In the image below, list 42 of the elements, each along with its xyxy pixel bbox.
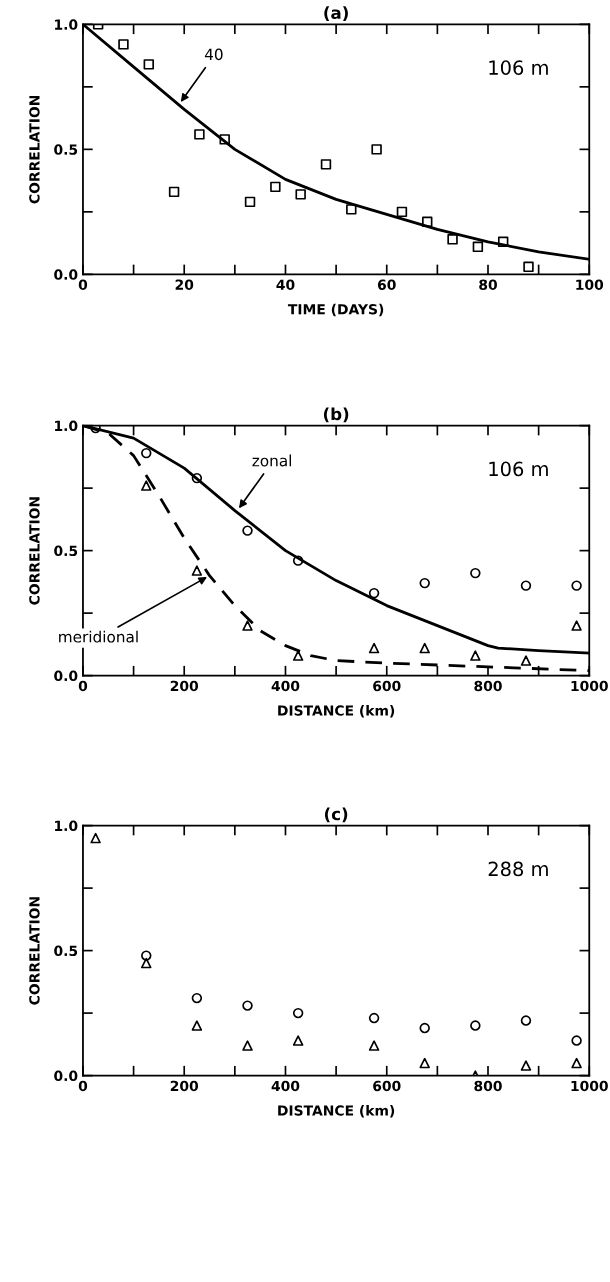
x-tick-label: 400 [271,1080,300,1092]
annotation: 288 m [488,861,548,877]
chart-title: (b) [323,407,349,423]
y-tick-label: 1.0 [55,420,78,432]
x-tick-label: 40 [276,279,295,290]
chart-title: (a) [324,6,348,21]
chart-title: (c) [324,807,348,823]
y-tick-label: 0.0 [54,1070,78,1082]
x-tick-label: 0 [78,279,88,290]
x-axis-title: TIME (DAYS) [287,303,384,317]
y-tick-label: 0.0 [54,269,78,280]
annotation: 40 [204,48,223,61]
y-tick-label: 0.5 [54,945,78,957]
x-tick-label: 600 [373,1080,401,1092]
x-tick-label: 60 [377,279,396,290]
y-tick-label: 1.0 [55,820,78,832]
x-tick-label: 20 [175,279,194,290]
x-tick-label: 80 [479,279,497,290]
x-tick-label: 1000 [571,680,608,692]
y-tick-label: 0.5 [54,545,78,557]
x-tick-label: 800 [474,1080,502,1092]
y-axis-title: CORRELATION [29,897,40,1005]
x-axis-title: DISTANCE (km) [278,1105,395,1118]
y-axis-title: CORRELATION [29,497,40,605]
y-axis-title: CORRELATION [29,95,40,204]
annotation: zonal [252,454,291,467]
x-tick-label: 400 [271,680,300,692]
y-tick-label: 1.0 [55,19,78,30]
annotation: meridional [59,630,138,643]
annotation: 106 m [489,60,548,75]
x-tick-label: 600 [373,680,401,692]
x-tick-label: 800 [474,680,502,692]
y-tick-label: 0.5 [54,144,78,155]
x-tick-label: 200 [170,680,199,692]
annotation: 106 m [489,461,548,477]
x-tick-label: 200 [170,1080,199,1092]
x-tick-label: 100 [576,279,604,290]
y-tick-label: 0.0 [54,670,78,682]
x-tick-label: 0 [78,680,88,692]
x-axis-title: DISTANCE (km) [278,705,395,718]
x-tick-label: 0 [78,1080,88,1092]
x-tick-label: 1000 [571,1080,608,1092]
